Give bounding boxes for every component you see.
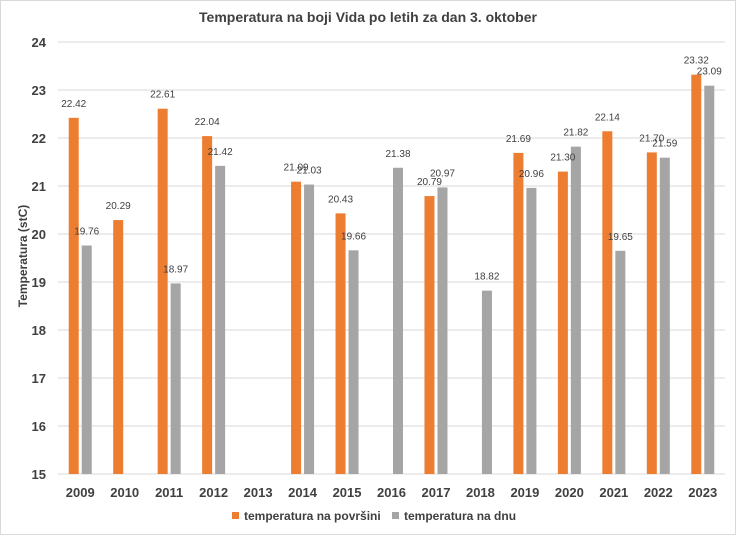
x-tick-label: 2014 <box>288 485 318 500</box>
bar-surface <box>68 117 79 474</box>
data-label: 20.97 <box>430 168 455 179</box>
data-label: 21.38 <box>385 149 410 160</box>
data-label: 22.61 <box>150 90 175 101</box>
bar-surface <box>291 181 302 474</box>
y-tick-label: 23 <box>32 83 46 98</box>
x-tick-label: 2017 <box>422 485 451 500</box>
x-axis-ticks: 2009 2010 2011 2012 2013 2014 2015 2016 2017 2018… <box>66 485 717 500</box>
data-label: 21.03 <box>297 166 322 177</box>
bar-surface <box>557 171 568 474</box>
bar-bottom <box>615 250 626 474</box>
data-label: 19.76 <box>74 227 99 238</box>
y-tick-label: 18 <box>32 323 46 338</box>
y-tick-label: 21 <box>32 179 46 194</box>
x-tick-label: 2016 <box>377 485 406 500</box>
data-label: 21.09 <box>284 163 309 174</box>
bar-surface <box>513 152 524 474</box>
chart-title: Temperatura na boji Vida po letih za dan… <box>199 9 537 25</box>
y-axis-ticks: 15 16 17 18 19 20 21 22 23 24 <box>32 35 47 482</box>
bar-surface <box>335 213 346 475</box>
y-tick-label: 16 <box>32 419 46 434</box>
data-labels: 22.42 19.76 20.29 22.61 18.97 22.04 21.42 21.09… <box>61 56 722 283</box>
x-tick-label: 2021 <box>599 485 628 500</box>
bar-bottom <box>348 250 359 474</box>
bar-bottom <box>526 187 537 475</box>
data-label: 23.32 <box>684 56 709 67</box>
data-label: 21.59 <box>652 139 677 150</box>
y-tick-label: 15 <box>32 467 46 482</box>
data-label: 20.96 <box>519 169 544 180</box>
data-label: 22.42 <box>61 99 86 110</box>
bar-surface <box>691 74 702 474</box>
bar-bottom <box>304 184 315 474</box>
bar-bottom <box>81 245 92 474</box>
bar-surface <box>113 220 124 474</box>
bar-surface <box>157 108 168 474</box>
data-label: 22.04 <box>195 117 220 128</box>
data-label: 20.43 <box>328 194 353 205</box>
data-label: 20.29 <box>106 201 131 212</box>
legend-label: temperatura na dnu <box>404 509 516 523</box>
legend-label: temperatura na površini <box>244 509 381 523</box>
x-tick-label: 2020 <box>555 485 584 500</box>
data-label: 21.30 <box>550 153 575 164</box>
y-tick-label: 22 <box>32 131 46 146</box>
x-tick-label: 2023 <box>688 485 717 500</box>
x-tick-label: 2022 <box>644 485 673 500</box>
legend-swatch <box>392 512 399 519</box>
data-label: 21.42 <box>208 147 233 158</box>
bar-bottom <box>170 283 181 474</box>
data-label: 18.82 <box>474 272 499 283</box>
bars <box>68 74 715 475</box>
data-label: 21.70 <box>639 133 664 144</box>
bar-surface <box>202 136 213 474</box>
x-tick-label: 2009 <box>66 485 95 500</box>
data-label: 21.69 <box>506 134 531 145</box>
bar-bottom <box>393 167 403 474</box>
x-tick-label: 2018 <box>466 485 495 500</box>
data-label: 22.14 <box>595 112 620 123</box>
data-label: 23.09 <box>697 67 722 78</box>
data-label: 19.66 <box>341 231 366 242</box>
y-tick-label: 24 <box>32 35 47 50</box>
legend: temperatura na površini temperatura na dn… <box>232 509 516 523</box>
x-tick-label: 2015 <box>333 485 362 500</box>
gridlines <box>58 41 725 475</box>
bar-bottom <box>570 146 581 474</box>
y-tick-label: 19 <box>32 275 46 290</box>
data-label: 20.79 <box>417 177 442 188</box>
data-label: 21.82 <box>563 128 588 139</box>
x-tick-label: 2011 <box>155 485 183 500</box>
bar-bottom <box>437 187 448 474</box>
y-axis-label: Temperatura (stC) <box>16 205 30 307</box>
legend-swatch <box>232 512 239 519</box>
y-tick-label: 20 <box>32 227 46 242</box>
bar-bottom <box>659 157 670 474</box>
x-tick-label: 2010 <box>110 485 139 500</box>
bar-bottom <box>215 165 226 474</box>
bar-surface <box>424 196 435 474</box>
x-tick-label: 2012 <box>199 485 228 500</box>
x-tick-label: 2013 <box>244 485 273 500</box>
bar-bottom <box>704 85 715 475</box>
bar-bottom <box>481 290 492 474</box>
data-label: 19.65 <box>608 232 633 243</box>
bar-surface <box>602 131 613 474</box>
data-label: 18.97 <box>163 264 188 275</box>
bar-surface <box>646 152 657 474</box>
y-tick-label: 17 <box>32 371 46 386</box>
x-tick-label: 2019 <box>510 485 539 500</box>
